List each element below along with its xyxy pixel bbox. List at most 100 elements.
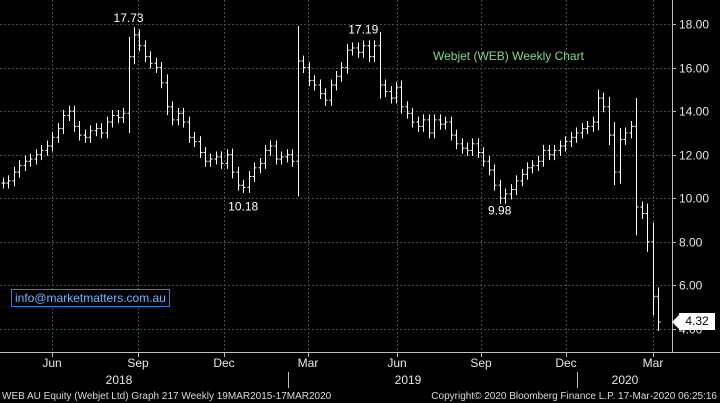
- annotation-label: 9.98: [488, 204, 512, 218]
- year-label: 2018: [106, 373, 133, 387]
- ohlc-bar: [372, 40, 377, 63]
- ohlc-bar: [569, 131, 574, 148]
- ohlc-bar: [520, 168, 525, 187]
- ohlc-bar: [618, 128, 623, 184]
- ohlc-bar: [487, 155, 492, 176]
- x-tick-label: Mar: [643, 356, 664, 370]
- footer-left: WEB AU Equity (Webjet Ltd) Graph 217 Wee…: [2, 391, 332, 402]
- y-tick-label: 16.00: [679, 62, 709, 76]
- ohlc-bar: [634, 98, 639, 236]
- year-label: 2019: [395, 373, 422, 387]
- y-tick-label: 6.00: [679, 279, 703, 293]
- year-label: 2020: [612, 373, 639, 387]
- ohlc-bar: [219, 151, 224, 169]
- ohlc-bar: [203, 147, 208, 167]
- ohlc-bar: [552, 144, 557, 161]
- footer-right: Copyright© 2020 Bloomberg Finance L.P. 1…: [431, 391, 717, 402]
- annotation-label: 17.73: [114, 11, 144, 25]
- ohlc-bar: [247, 171, 252, 193]
- ohlc-bar: [12, 166, 17, 187]
- ohlc-bar: [105, 116, 110, 139]
- ohlc-bar: [77, 120, 82, 141]
- ohlc-bar: [536, 155, 541, 172]
- ohlc-bar: [88, 125, 93, 143]
- ohlc-bar: [143, 40, 148, 63]
- x-tick-label: Sep: [470, 356, 492, 370]
- annotations: 17.73 10.18 17.19 9.98: [114, 11, 512, 218]
- ohlc-bar: [252, 162, 257, 182]
- ohlc-bar: [574, 127, 579, 143]
- x-tick-label: Dec: [213, 356, 234, 370]
- ohlc-bar: [198, 136, 203, 158]
- ohlc-bar: [558, 140, 563, 156]
- ohlc-bar: [290, 149, 295, 167]
- ohlc-bar: [137, 29, 142, 52]
- ohlc-bar: [296, 25, 301, 197]
- ohlc-bar: [50, 131, 55, 152]
- x-axis: Jun Sep Dec Mar Jun Sep Dec Mar 2018 2019 2020: [42, 352, 663, 388]
- ohlc-bar: [405, 101, 410, 119]
- ohlc-bar: [94, 123, 99, 137]
- ohlc-bar: [367, 40, 372, 63]
- ohlc-bar: [465, 142, 470, 156]
- ohlc-bar: [208, 153, 213, 167]
- ohlc-bar: [601, 92, 606, 113]
- ohlc-bar: [460, 138, 465, 154]
- ohlc-bar: [399, 80, 404, 114]
- ohlc-bar: [56, 123, 61, 143]
- ohlc-bar: [530, 160, 535, 174]
- ohlc-bar: [432, 114, 437, 139]
- ohlc-bar: [263, 144, 268, 169]
- ohlc-bar: [127, 36, 132, 134]
- ohlc-bar: [525, 162, 530, 180]
- ohlc-bar: [547, 144, 552, 161]
- ohlc-bar: [1, 177, 6, 189]
- ohlc-bar: [651, 222, 656, 316]
- ohlc-bar: [268, 140, 273, 156]
- ohlc-bar: [181, 107, 186, 128]
- ohlc-bar: [585, 120, 590, 135]
- ohlc-bar: [72, 105, 77, 132]
- ohlc-bar: [356, 42, 361, 58]
- ohlc-bar: [279, 151, 284, 165]
- watermark-email: info@marketmatters.com.au: [11, 289, 170, 307]
- ohlc-bar: [241, 179, 246, 193]
- ohlc-bar: [307, 62, 312, 87]
- x-tick-label: Jun: [42, 356, 61, 370]
- x-tick-label: Dec: [555, 356, 576, 370]
- ohlc-bar: [443, 116, 448, 130]
- ohlc-bar: [629, 120, 634, 139]
- ohlc-bar: [378, 32, 383, 99]
- ohlc-bar: [159, 62, 164, 89]
- ohlc-bar: [258, 157, 263, 174]
- ohlc-bar: [394, 81, 399, 104]
- ohlc-bar: [39, 144, 44, 161]
- annotation-label: 17.19: [348, 23, 378, 37]
- x-tick-label: Mar: [298, 356, 319, 370]
- y-tick-label: 8.00: [679, 236, 703, 250]
- ohlc-bar: [345, 44, 350, 74]
- ohlc-bar: [334, 70, 339, 91]
- ohlc-bar: [154, 57, 159, 74]
- ohlc-bar: [274, 140, 279, 165]
- ohlc-bar: [454, 129, 459, 150]
- ohlc-bar: [580, 123, 585, 139]
- ohlc-bar: [6, 175, 11, 189]
- annotation-label: 10.18: [228, 199, 258, 213]
- ohlc-bar: [612, 122, 617, 186]
- ohlc-bar: [410, 107, 415, 128]
- ohlc-bar: [28, 153, 33, 167]
- ohlc-bar: [481, 147, 486, 167]
- y-tick-label: 12.00: [679, 149, 709, 163]
- ohlc-bar: [176, 107, 181, 126]
- ohlc-bar: [541, 144, 546, 167]
- ohlc-bar: [34, 149, 39, 165]
- ohlc-bar: [645, 203, 650, 252]
- ohlc-bar: [170, 101, 175, 126]
- ohlc-bar: [318, 79, 323, 100]
- ohlc-bar: [596, 89, 601, 131]
- ohlc-bar: [236, 166, 241, 191]
- ohlc-bar: [312, 75, 317, 91]
- ohlc-bar: [656, 287, 661, 332]
